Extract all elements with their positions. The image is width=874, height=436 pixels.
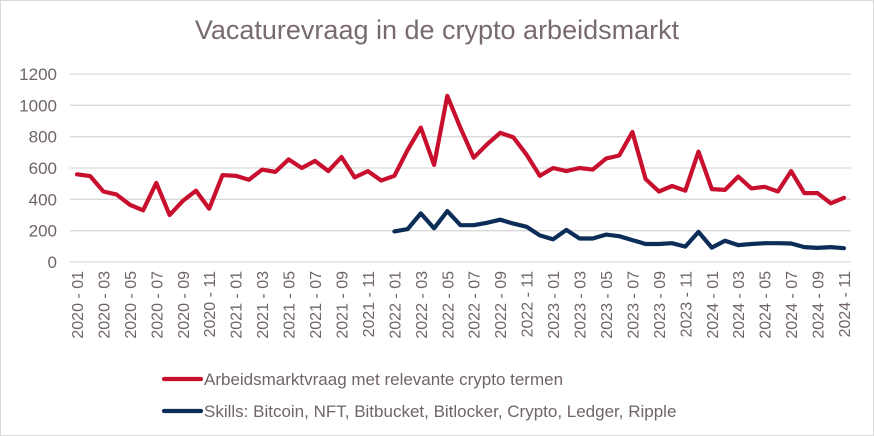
x-tick-label: 2023 - 05 [599,271,616,339]
x-tick-label: 2024 - 03 [731,271,748,339]
x-tick-label: 2023 - 07 [625,271,642,339]
legend-label-2: Skills: Bitcoin, NFT, Bitbucket, Bitlock… [204,402,676,421]
legend: Arbeidsmarktvraag met relevante crypto t… [161,370,676,421]
x-tick-label: 2021 - 01 [229,271,246,339]
x-tick-label: 2021 - 11 [361,271,378,338]
gridlines [70,73,851,263]
x-tick-label: 2021 - 05 [282,271,299,339]
x-tick-label: 2020 - 09 [176,271,193,339]
x-tick-label: 2021 - 09 [334,271,351,339]
x-tick-label: 2024 - 05 [758,271,775,339]
y-tick-label: 0 [48,253,57,272]
chart-title: Vacaturevraag in de crypto arbeidsmarkt [194,15,680,45]
y-axis-ticks: 0 200 400 600 800 1000 1200 [19,65,57,272]
x-tick-label: 2020 - 03 [96,271,113,339]
series-lines [74,93,847,251]
y-tick-label: 400 [29,190,57,209]
y-tick-label: 800 [29,128,57,147]
series-line-1 [74,93,847,218]
legend-label-1: Arbeidsmarktvraag met relevante crypto t… [204,370,563,389]
x-tick-label: 2022 - 01 [387,271,404,339]
x-tick-label: 2023 - 01 [546,271,563,339]
y-tick-label: 1000 [19,96,57,115]
x-tick-label: 2021 - 07 [308,271,325,339]
x-tick-label: 2024 - 01 [705,271,722,339]
y-tick-label: 200 [29,222,57,241]
x-tick-label: 2020 - 05 [123,271,140,339]
x-tick-label: 2022 - 05 [440,271,457,339]
x-tick-label: 2023 - 09 [652,271,669,339]
x-tick-label: 2022 - 03 [414,271,431,339]
y-tick-label: 1200 [19,65,57,84]
x-axis-ticks: 2020 - 01 2020 - 03 2020 - 05 2020 - 07 2020… [70,271,854,339]
x-tick-label: 2024 - 11 [837,271,854,338]
x-tick-label: 2023 - 11 [678,271,695,338]
x-tick-label: 2022 - 09 [493,271,510,339]
x-tick-label: 2022 - 07 [467,271,484,339]
x-tick-label: 2020 - 11 [202,271,219,338]
x-tick-label: 2024 - 09 [811,271,828,339]
x-tick-label: 2022 - 11 [520,271,537,338]
y-tick-label: 600 [29,159,57,178]
x-tick-label: 2020 - 01 [70,271,87,339]
series-line-2 [392,209,847,251]
x-tick-label: 2021 - 03 [255,271,272,339]
x-tick-label: 2023 - 03 [573,271,590,339]
x-tick-label: 2024 - 07 [784,271,801,339]
x-tick-label: 2020 - 07 [149,271,166,339]
